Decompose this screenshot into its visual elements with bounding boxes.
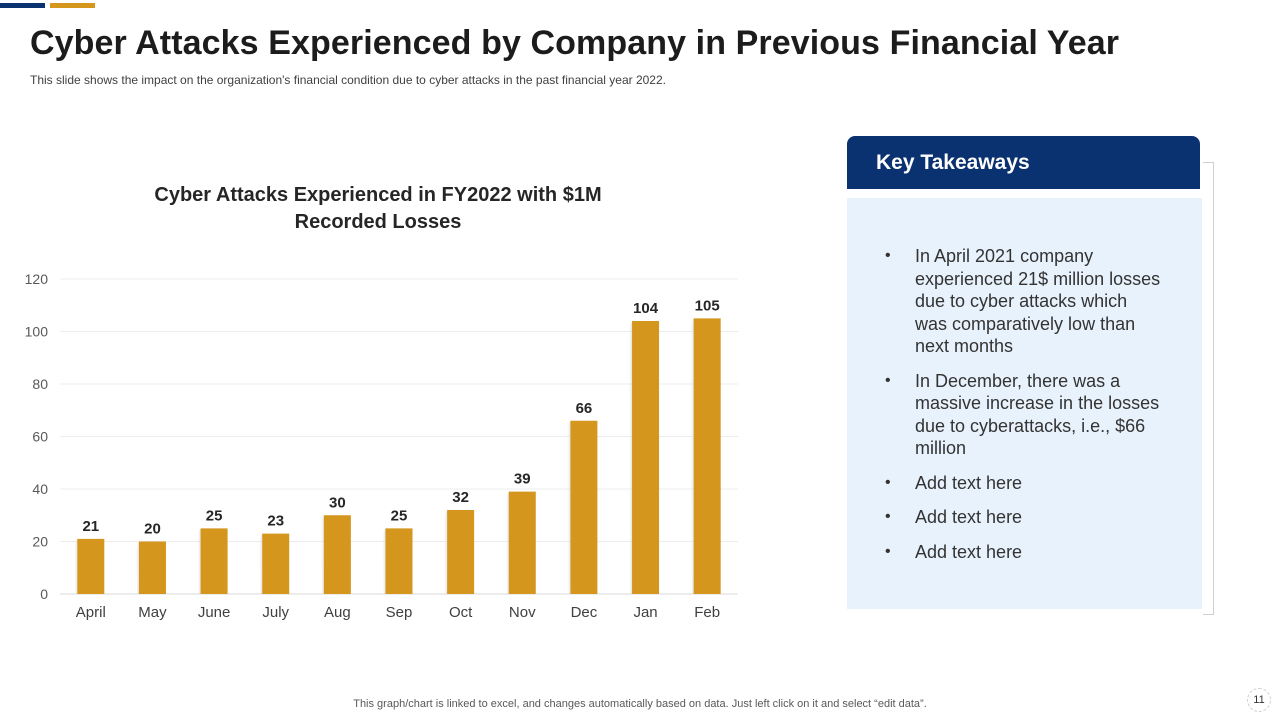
x-tick-label: July xyxy=(262,604,289,621)
takeaway-text: Add text here xyxy=(915,472,1023,493)
x-axis-ticks: April May June July Aug Sep Oct Nov Dec Jan Feb xyxy=(76,604,720,621)
accent-bar-gold xyxy=(50,3,95,8)
y-tick-label: 100 xyxy=(25,324,49,340)
data-label: 105 xyxy=(695,297,720,314)
takeaway-text: Add text here xyxy=(915,507,1023,527)
y-tick-label: 120 xyxy=(25,271,49,287)
panel-bracket-decoration xyxy=(1203,162,1214,615)
bar-shadow xyxy=(443,510,448,594)
bar-feb[interactable] xyxy=(693,318,721,594)
bar-sep[interactable] xyxy=(385,528,413,594)
key-takeaways-panel: • In April 2021 company experienced 21$ … xyxy=(847,198,1202,609)
bullet-icon: • xyxy=(885,247,891,264)
bar-shadow xyxy=(628,321,633,594)
bar-nov[interactable] xyxy=(508,491,536,594)
chart-title: Cyber Attacks Experienced in FY2022 with… xyxy=(118,182,638,236)
bar-aug[interactable] xyxy=(323,515,351,594)
data-label: 30 xyxy=(329,494,346,511)
bar-shadow xyxy=(689,318,694,594)
x-tick-label: May xyxy=(138,604,167,621)
takeaway-item: • Add text here xyxy=(883,506,1163,529)
y-axis-ticks: 0 20 40 60 80 100 120 xyxy=(25,271,49,602)
key-takeaways-header: Key Takeaways xyxy=(847,136,1200,189)
data-label: 39 xyxy=(514,471,531,488)
grid-lines xyxy=(60,278,738,595)
data-label: 23 xyxy=(267,513,284,530)
x-tick-label: Oct xyxy=(449,604,473,621)
bar-april[interactable] xyxy=(77,538,105,594)
bar-shadow xyxy=(381,528,386,594)
takeaway-item: • Add text here xyxy=(883,472,1163,495)
x-tick-label: Dec xyxy=(571,604,598,621)
bar-shadow xyxy=(196,528,201,594)
data-labels: 21 20 25 23 30 25 32 39 66 104 105 xyxy=(82,297,719,537)
takeaway-text: Add text here xyxy=(915,541,1023,562)
accent-bar-navy xyxy=(0,3,45,8)
data-label: 20 xyxy=(144,521,161,538)
takeaway-item: • In December, there was a massive incre… xyxy=(883,370,1163,460)
bar-shadow xyxy=(566,420,571,594)
bullet-icon: • xyxy=(885,542,891,560)
data-label: 25 xyxy=(206,507,223,524)
bar-shadow xyxy=(504,491,509,594)
data-label: 32 xyxy=(452,489,469,506)
data-label: 25 xyxy=(391,507,408,524)
data-label: 21 xyxy=(82,518,99,535)
bar-shadow xyxy=(319,515,324,594)
bar-may[interactable] xyxy=(138,541,166,595)
chart-title-line-2: Recorded Losses xyxy=(294,211,462,233)
takeaway-item: • Add text here xyxy=(883,541,1163,564)
x-tick-label: Aug xyxy=(324,604,351,621)
bar-shadow xyxy=(134,541,139,594)
key-takeaways-title: Key Takeaways xyxy=(876,151,1030,174)
key-takeaways-list: • In April 2021 company experienced 21$ … xyxy=(883,245,1163,575)
chart-title-line-1: Cyber Attacks Experienced in FY2022 with… xyxy=(154,184,602,206)
y-tick-label: 60 xyxy=(32,429,48,445)
x-tick-label: June xyxy=(198,604,231,621)
bar-shadow xyxy=(73,538,78,594)
takeaway-item: • In April 2021 company experienced 21$ … xyxy=(883,245,1163,358)
page-number: 11 xyxy=(1247,688,1271,712)
takeaway-text: In April 2021 company experienced 21$ mi… xyxy=(915,246,1161,356)
bar-chart[interactable]: 0 20 40 60 80 100 120 21 20 25 23 30 25 32 39 66 104 105… xyxy=(0,170,760,630)
data-label: 104 xyxy=(633,300,659,317)
x-tick-label: Jan xyxy=(633,604,657,621)
x-tick-label: April xyxy=(76,604,106,621)
bullet-icon: • xyxy=(885,473,891,491)
y-tick-label: 40 xyxy=(32,481,48,497)
bullet-icon: • xyxy=(885,508,891,525)
bullet-icon: • xyxy=(885,371,891,389)
page-title: Cyber Attacks Experienced by Company in … xyxy=(30,24,1120,62)
y-tick-label: 80 xyxy=(32,376,48,392)
footer-note: This graph/chart is linked to excel, and… xyxy=(353,698,927,710)
bars xyxy=(73,318,721,595)
x-tick-label: Nov xyxy=(509,604,536,621)
y-tick-label: 0 xyxy=(40,586,48,602)
x-tick-label: Sep xyxy=(386,604,413,621)
page-subtitle: This slide shows the impact on the organ… xyxy=(30,73,666,87)
bar-dec[interactable] xyxy=(570,420,598,594)
bar-june[interactable] xyxy=(200,528,228,594)
bar-july[interactable] xyxy=(262,533,290,594)
bar-shadow xyxy=(258,533,263,594)
y-tick-label: 20 xyxy=(32,534,48,550)
bar-oct[interactable] xyxy=(447,510,475,594)
takeaway-text: In December, there was a massive increas… xyxy=(915,370,1160,459)
data-label: 66 xyxy=(576,400,593,417)
bar-jan[interactable] xyxy=(632,321,660,594)
x-tick-label: Feb xyxy=(694,604,720,621)
